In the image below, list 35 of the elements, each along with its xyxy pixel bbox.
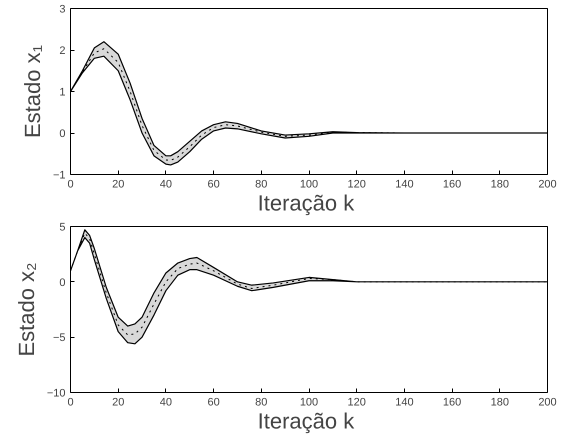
y-tick-label: 3 <box>59 4 66 16</box>
x-tick-label: 140 <box>395 396 414 408</box>
y-axis-title: Estado x₂ <box>14 262 39 357</box>
x-tick-label: 20 <box>112 178 124 190</box>
x-tick-label: 200 <box>538 178 557 190</box>
x-tick-label: 60 <box>207 396 220 408</box>
x-tick-label: 40 <box>160 178 172 190</box>
x-tick-label: 180 <box>490 178 509 190</box>
x-tick-label: 0 <box>67 178 74 190</box>
x-tick-label: 160 <box>442 178 462 190</box>
x-tick-label: 120 <box>348 396 366 408</box>
x-tick-label: 80 <box>255 396 268 408</box>
x-axis-title: Iteração k <box>258 190 356 216</box>
x-tick-label: 20 <box>112 396 124 408</box>
x-tick-label: 40 <box>160 396 172 408</box>
x-tick-label: 60 <box>207 178 220 190</box>
y-tick-label: −10 <box>46 388 66 400</box>
x-tick-label: 180 <box>490 396 509 408</box>
x-tick-label: 140 <box>395 178 414 190</box>
y-tick-label: −1 <box>52 170 66 182</box>
y-tick-label: 5 <box>59 222 66 234</box>
x-tick-label: 120 <box>348 178 366 190</box>
x-tick-label: 100 <box>300 396 318 408</box>
x-tick-label: 160 <box>442 396 462 408</box>
y-tick-label: 2 <box>59 45 66 57</box>
x-axis-title: Iteração k <box>258 408 356 434</box>
y-tick-label: 0 <box>59 128 66 140</box>
y-tick-label: 1 <box>59 86 66 98</box>
x-tick-label: 80 <box>255 178 268 190</box>
y-tick-label: 0 <box>59 276 66 289</box>
y-tick-label: −5 <box>52 332 66 344</box>
x-tick-label: 100 <box>300 178 318 190</box>
x-tick-label: 200 <box>538 396 557 408</box>
x-tick-label: 0 <box>67 396 74 408</box>
y-axis-title: Estado x₁ <box>20 44 45 138</box>
